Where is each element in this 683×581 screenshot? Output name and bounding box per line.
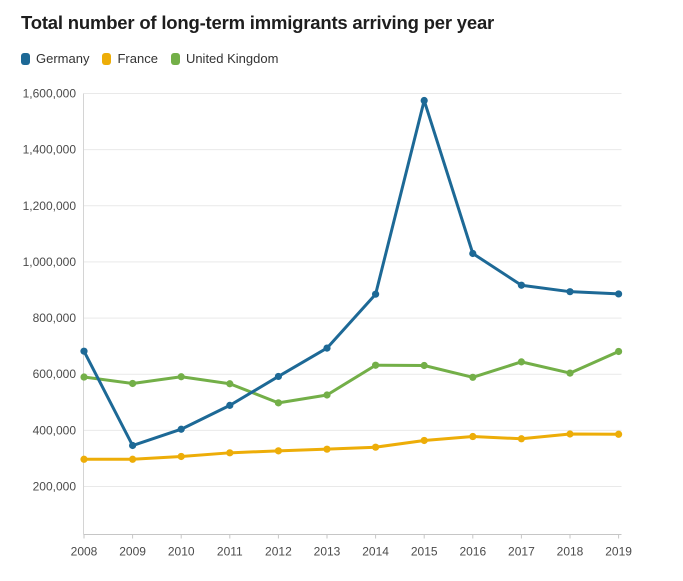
data-point-united-kingdom-2015 [420, 361, 428, 370]
legend-item-united-kingdom: United Kingdom [170, 51, 279, 66]
legend-swatch-france-icon [102, 52, 112, 65]
data-point-germany-2009 [129, 441, 137, 450]
y-axis-tick-label: 1,600,000 [23, 87, 77, 101]
x-axis-tick-label: 2014 [362, 545, 389, 559]
data-point-germany-2018 [566, 288, 574, 296]
data-point-united-kingdom-2018 [566, 369, 574, 377]
data-point-france-2017 [517, 435, 526, 443]
y-axis-tick-label: 400,000 [33, 423, 77, 437]
data-point-united-kingdom-2011 [226, 380, 234, 388]
legend-label: United Kingdom [185, 51, 279, 66]
x-axis-tick-label: 2018 [557, 545, 584, 559]
series-line-united-kingdom [82, 349, 621, 405]
data-point-united-kingdom-2019 [615, 347, 623, 356]
legend-swatch-united-kingdom-icon [170, 52, 180, 65]
data-point-germany-2015 [420, 96, 428, 105]
data-point-united-kingdom-2010 [177, 373, 185, 381]
x-axis-tick-label: 2008 [71, 545, 98, 559]
legend-item-france: France [102, 51, 158, 66]
legend-label: France [117, 51, 158, 66]
data-point-united-kingdom-2014 [372, 361, 380, 369]
data-point-germany-2008 [80, 347, 88, 355]
data-point-united-kingdom-2016 [469, 373, 477, 381]
y-axis-tick-label: 1,400,000 [23, 143, 77, 157]
data-point-germany-2014 [372, 290, 380, 298]
series-line-france [82, 432, 621, 461]
x-axis-tick-label: 2017 [508, 545, 535, 559]
data-point-germany-2016 [469, 249, 477, 258]
x-axis-tick-label: 2009 [119, 545, 146, 559]
data-point-france-2009 [129, 455, 137, 463]
legend-swatch-germany-icon [21, 52, 30, 65]
data-point-germany-2011 [226, 401, 234, 409]
legend-label: Germany [36, 51, 90, 66]
y-axis-tick-label: 1,000,000 [23, 255, 77, 269]
data-point-germany-2017 [517, 281, 526, 289]
data-point-germany-2013 [323, 344, 331, 352]
data-point-france-2012 [274, 447, 282, 455]
y-axis-tick-label: 600,000 [33, 367, 77, 381]
series-line-germany [82, 99, 621, 448]
data-point-united-kingdom-2009 [129, 379, 137, 388]
x-axis-tick-label: 2016 [459, 545, 486, 559]
x-axis-tick-label: 2013 [314, 545, 341, 559]
data-point-france-2011 [226, 449, 234, 457]
data-point-united-kingdom-2013 [323, 391, 331, 399]
data-point-france-2010 [177, 452, 185, 461]
data-point-france-2019 [615, 430, 623, 438]
data-point-france-2018 [566, 430, 574, 438]
y-axis-tick-label: 1,200,000 [23, 199, 77, 213]
y-axis-tick-label: 200,000 [33, 480, 77, 494]
chart-title: Total number of long-term immigrants arr… [21, 12, 495, 33]
data-point-united-kingdom-2008 [80, 373, 88, 381]
data-point-france-2016 [469, 432, 477, 441]
y-axis-tick-label: 800,000 [33, 311, 77, 325]
x-axis-tick-label: 2019 [605, 545, 632, 559]
data-point-germany-2019 [615, 290, 623, 298]
data-point-germany-2010 [177, 425, 185, 433]
data-point-united-kingdom-2017 [517, 358, 526, 366]
x-axis-tick-label: 2015 [411, 545, 438, 559]
data-point-germany-2012 [274, 372, 282, 381]
x-axis-tick-label: 2011 [217, 545, 243, 559]
data-point-france-2014 [372, 443, 380, 451]
x-axis-tick-label: 2010 [168, 545, 195, 559]
data-point-france-2008 [80, 455, 88, 463]
data-point-france-2015 [420, 436, 428, 445]
legend-item-germany: Germany [21, 51, 89, 66]
x-axis-tick-label: 2012 [265, 545, 292, 559]
data-point-france-2013 [323, 445, 331, 453]
data-point-united-kingdom-2012 [274, 399, 282, 407]
legend: Germany France United Kingdom [21, 51, 278, 66]
